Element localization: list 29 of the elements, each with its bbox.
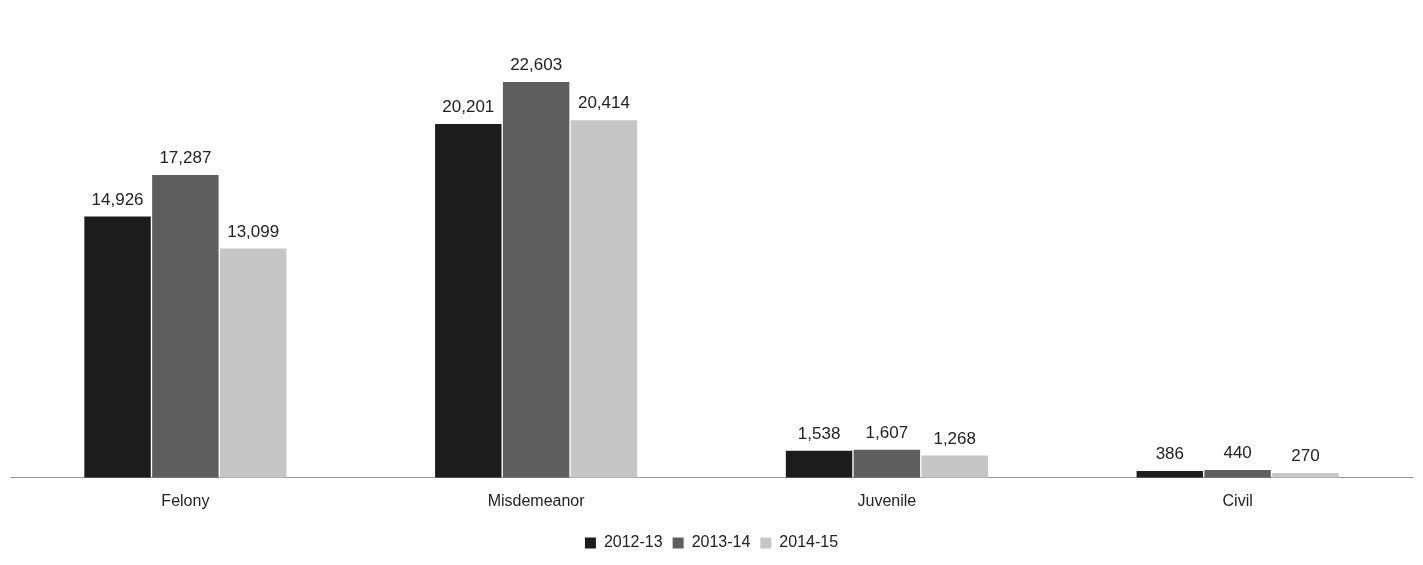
data-label: 22,603 — [510, 55, 563, 75]
data-label: 14,926 — [91, 189, 144, 209]
data-label: 1,607 — [865, 422, 909, 442]
bar — [570, 120, 638, 478]
bar — [435, 124, 502, 478]
bar — [1204, 470, 1271, 478]
bar — [921, 455, 988, 478]
bar — [152, 175, 219, 478]
bar — [84, 216, 151, 478]
data-label: 17,287 — [159, 148, 212, 168]
bar — [502, 81, 570, 478]
data-label: 1,268 — [933, 428, 976, 448]
bar — [853, 449, 921, 478]
data-label: 20,414 — [577, 93, 630, 113]
data-label: 440 — [1223, 443, 1252, 463]
x-tick-label: Juvenile — [857, 491, 917, 509]
x-tick-label: Misdemeanor — [487, 491, 586, 509]
bar — [219, 248, 287, 478]
x-tick-label: Civil — [1222, 491, 1253, 509]
data-label: 13,099 — [227, 221, 280, 241]
legend-label: 2013-14 — [691, 533, 751, 551]
legend-label: 2012-13 — [603, 533, 663, 551]
data-label: 1,538 — [797, 424, 841, 444]
legend-label: 2014-15 — [779, 533, 839, 551]
x-tick-label: Felony — [161, 491, 210, 509]
bar — [785, 450, 853, 478]
data-label: 386 — [1155, 444, 1184, 464]
data-label: 270 — [1291, 446, 1320, 466]
data-label: 20,201 — [442, 97, 495, 117]
